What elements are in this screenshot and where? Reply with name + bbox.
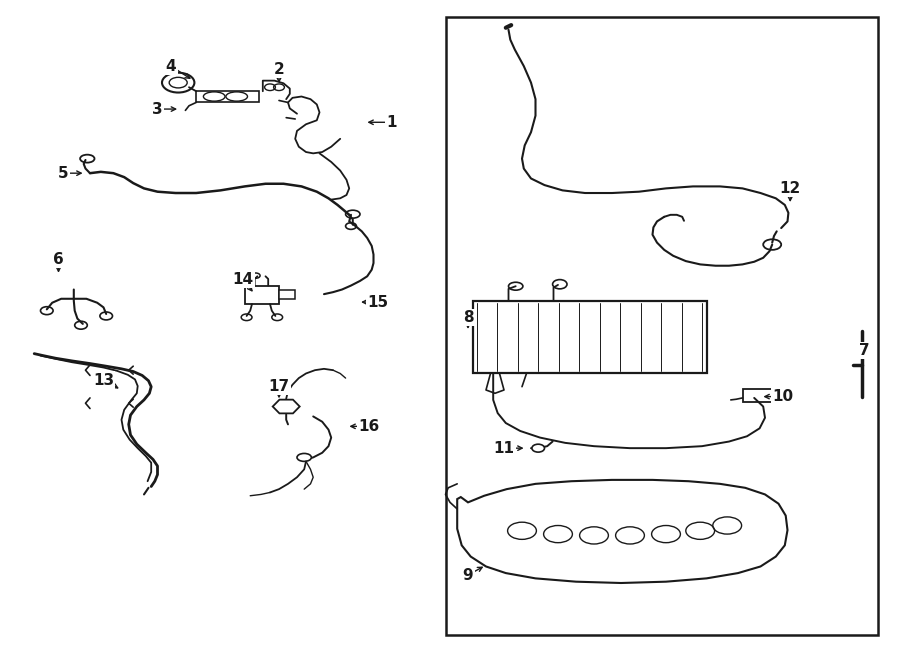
Polygon shape — [457, 480, 788, 583]
Text: 14: 14 — [232, 272, 254, 287]
Ellipse shape — [162, 73, 194, 93]
Polygon shape — [472, 301, 706, 373]
Text: 6: 6 — [53, 252, 64, 266]
Text: 9: 9 — [463, 568, 473, 582]
Text: 16: 16 — [358, 419, 380, 434]
Text: 4: 4 — [166, 59, 176, 73]
Text: 12: 12 — [779, 181, 801, 196]
Polygon shape — [279, 290, 295, 299]
Polygon shape — [273, 400, 300, 413]
Text: 5: 5 — [58, 166, 68, 180]
Text: 1: 1 — [386, 115, 397, 130]
Polygon shape — [742, 389, 774, 402]
Ellipse shape — [297, 453, 311, 461]
Text: 15: 15 — [367, 295, 389, 309]
Polygon shape — [196, 91, 259, 102]
Text: 7: 7 — [859, 343, 869, 358]
Text: 2: 2 — [274, 62, 284, 77]
Text: 13: 13 — [93, 373, 114, 387]
Text: 3: 3 — [152, 102, 163, 116]
Polygon shape — [245, 286, 279, 304]
Text: 17: 17 — [268, 379, 290, 394]
Text: 11: 11 — [493, 441, 515, 455]
Text: 8: 8 — [463, 310, 473, 325]
Ellipse shape — [532, 444, 544, 452]
Bar — [446, 17, 878, 635]
Text: 10: 10 — [772, 389, 794, 404]
